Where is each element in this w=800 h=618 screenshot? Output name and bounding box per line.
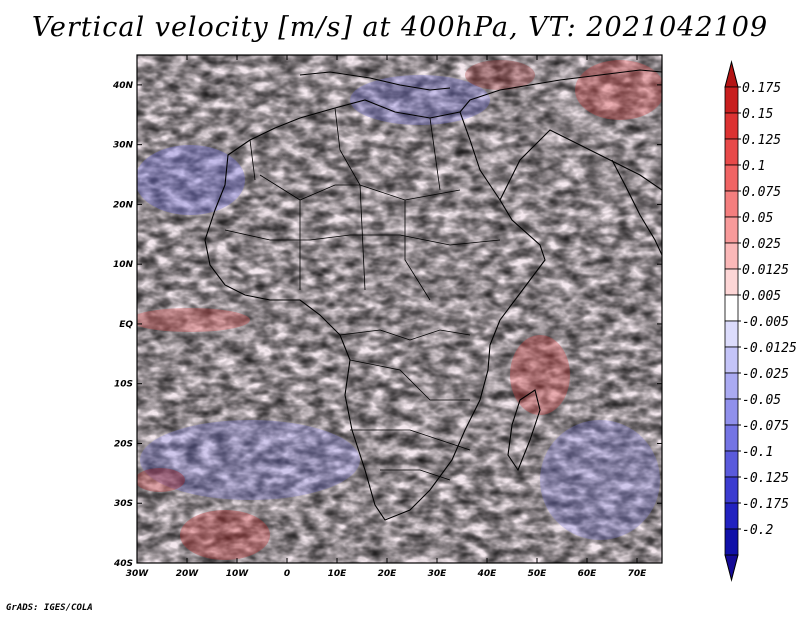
colorbar-swatch (724, 294, 739, 322)
lon-tick-label: 30W (126, 569, 150, 579)
colorbar-label: 0.175 (742, 81, 781, 96)
lon-tick-label: 20W (176, 569, 200, 579)
lat-tick-label: 40N (112, 81, 134, 91)
lon-tick-label: 70E (628, 569, 648, 579)
plot-frame (136, 54, 663, 564)
colorbar-label: 0.05 (742, 211, 773, 226)
colorbar-swatch (724, 346, 739, 374)
colorbar-swatch (724, 528, 739, 556)
lat-tick-label: 30N (113, 141, 134, 151)
lon-tick-label: 10W (226, 569, 250, 579)
colorbar-swatch (724, 216, 739, 244)
colorbar-swatch (724, 190, 739, 218)
colorbar-swatch (724, 450, 739, 478)
lon-tick-label: 50E (528, 569, 548, 579)
colorbar-label: 0.075 (742, 185, 781, 200)
colorbar-label: -0.0125 (742, 341, 797, 356)
lon-tick-label: 10E (328, 569, 348, 579)
country-borders (224, 107, 501, 481)
colorbar-swatch (724, 112, 739, 140)
colorbar-swatch (724, 138, 739, 166)
lon-tick-label: 30E (428, 569, 448, 579)
colorbar-label: -0.005 (742, 315, 789, 330)
colorbar-label: -0.025 (742, 367, 789, 382)
colorbar-swatch (724, 86, 739, 114)
colorbar-swatch (724, 164, 739, 192)
colorbar-swatch (724, 320, 739, 348)
lon-tick-label: 40E (477, 569, 498, 579)
colorbar-bottom-arrow (724, 554, 739, 582)
colorbar-label: 0.125 (742, 133, 781, 148)
colorbar-swatch (724, 242, 739, 270)
latitude-axis: 40N 30N 20N 10N EQ 10S 20S 30S 40S (112, 81, 662, 569)
colorbar-swatch (724, 398, 739, 426)
lat-tick-label: 20S (114, 439, 133, 449)
map-title: Vertical velocity [m/s] at 400hPa, VT: 2… (31, 12, 769, 43)
colorbar: 0.175 0.15 0.125 0.1 0.075 0.05 0.025 0.0125 0.0… (724, 60, 797, 582)
lat-tick-label: 10S (114, 380, 133, 390)
lon-tick-label: 60E (578, 569, 598, 579)
colorbar-label: -0.1 (742, 445, 773, 460)
colorbar-swatch (724, 502, 739, 530)
coastlines (204, 69, 662, 521)
velocity-field (137, 55, 662, 563)
colorbar-label: -0.2 (742, 523, 773, 538)
lat-tick-label: 10N (113, 260, 134, 270)
lon-tick-label: 0 (284, 569, 290, 579)
colorbar-label: 0.005 (742, 289, 781, 304)
colorbar-swatch (724, 372, 739, 400)
colorbar-label: 0.0125 (742, 263, 789, 278)
colorbar-label: -0.05 (742, 393, 781, 408)
lat-tick-label: 30S (114, 499, 133, 509)
colorbar-top-arrow (724, 60, 739, 88)
colorbar-label: -0.175 (742, 497, 789, 512)
colorbar-swatch (724, 476, 739, 504)
colorbar-label: 0.025 (742, 237, 781, 252)
colorbar-swatch (724, 424, 739, 452)
lon-tick-label: 20E (378, 569, 398, 579)
lat-tick-label: EQ (119, 320, 133, 330)
lat-tick-label: 20N (113, 200, 134, 210)
longitude-axis: 30W 20W 10W 0 10E 20E 30E 40E 50E 60E 70E (126, 55, 647, 579)
grads-credit: GrADS: IGES/COLA (6, 603, 93, 613)
colorbar-label: -0.125 (742, 471, 789, 486)
colorbar-label: 0.15 (742, 107, 773, 122)
colorbar-label: 0.1 (742, 159, 765, 174)
lat-tick-label: 40S (113, 559, 133, 569)
colorbar-swatch (724, 268, 739, 296)
colorbar-label: -0.075 (742, 419, 789, 434)
